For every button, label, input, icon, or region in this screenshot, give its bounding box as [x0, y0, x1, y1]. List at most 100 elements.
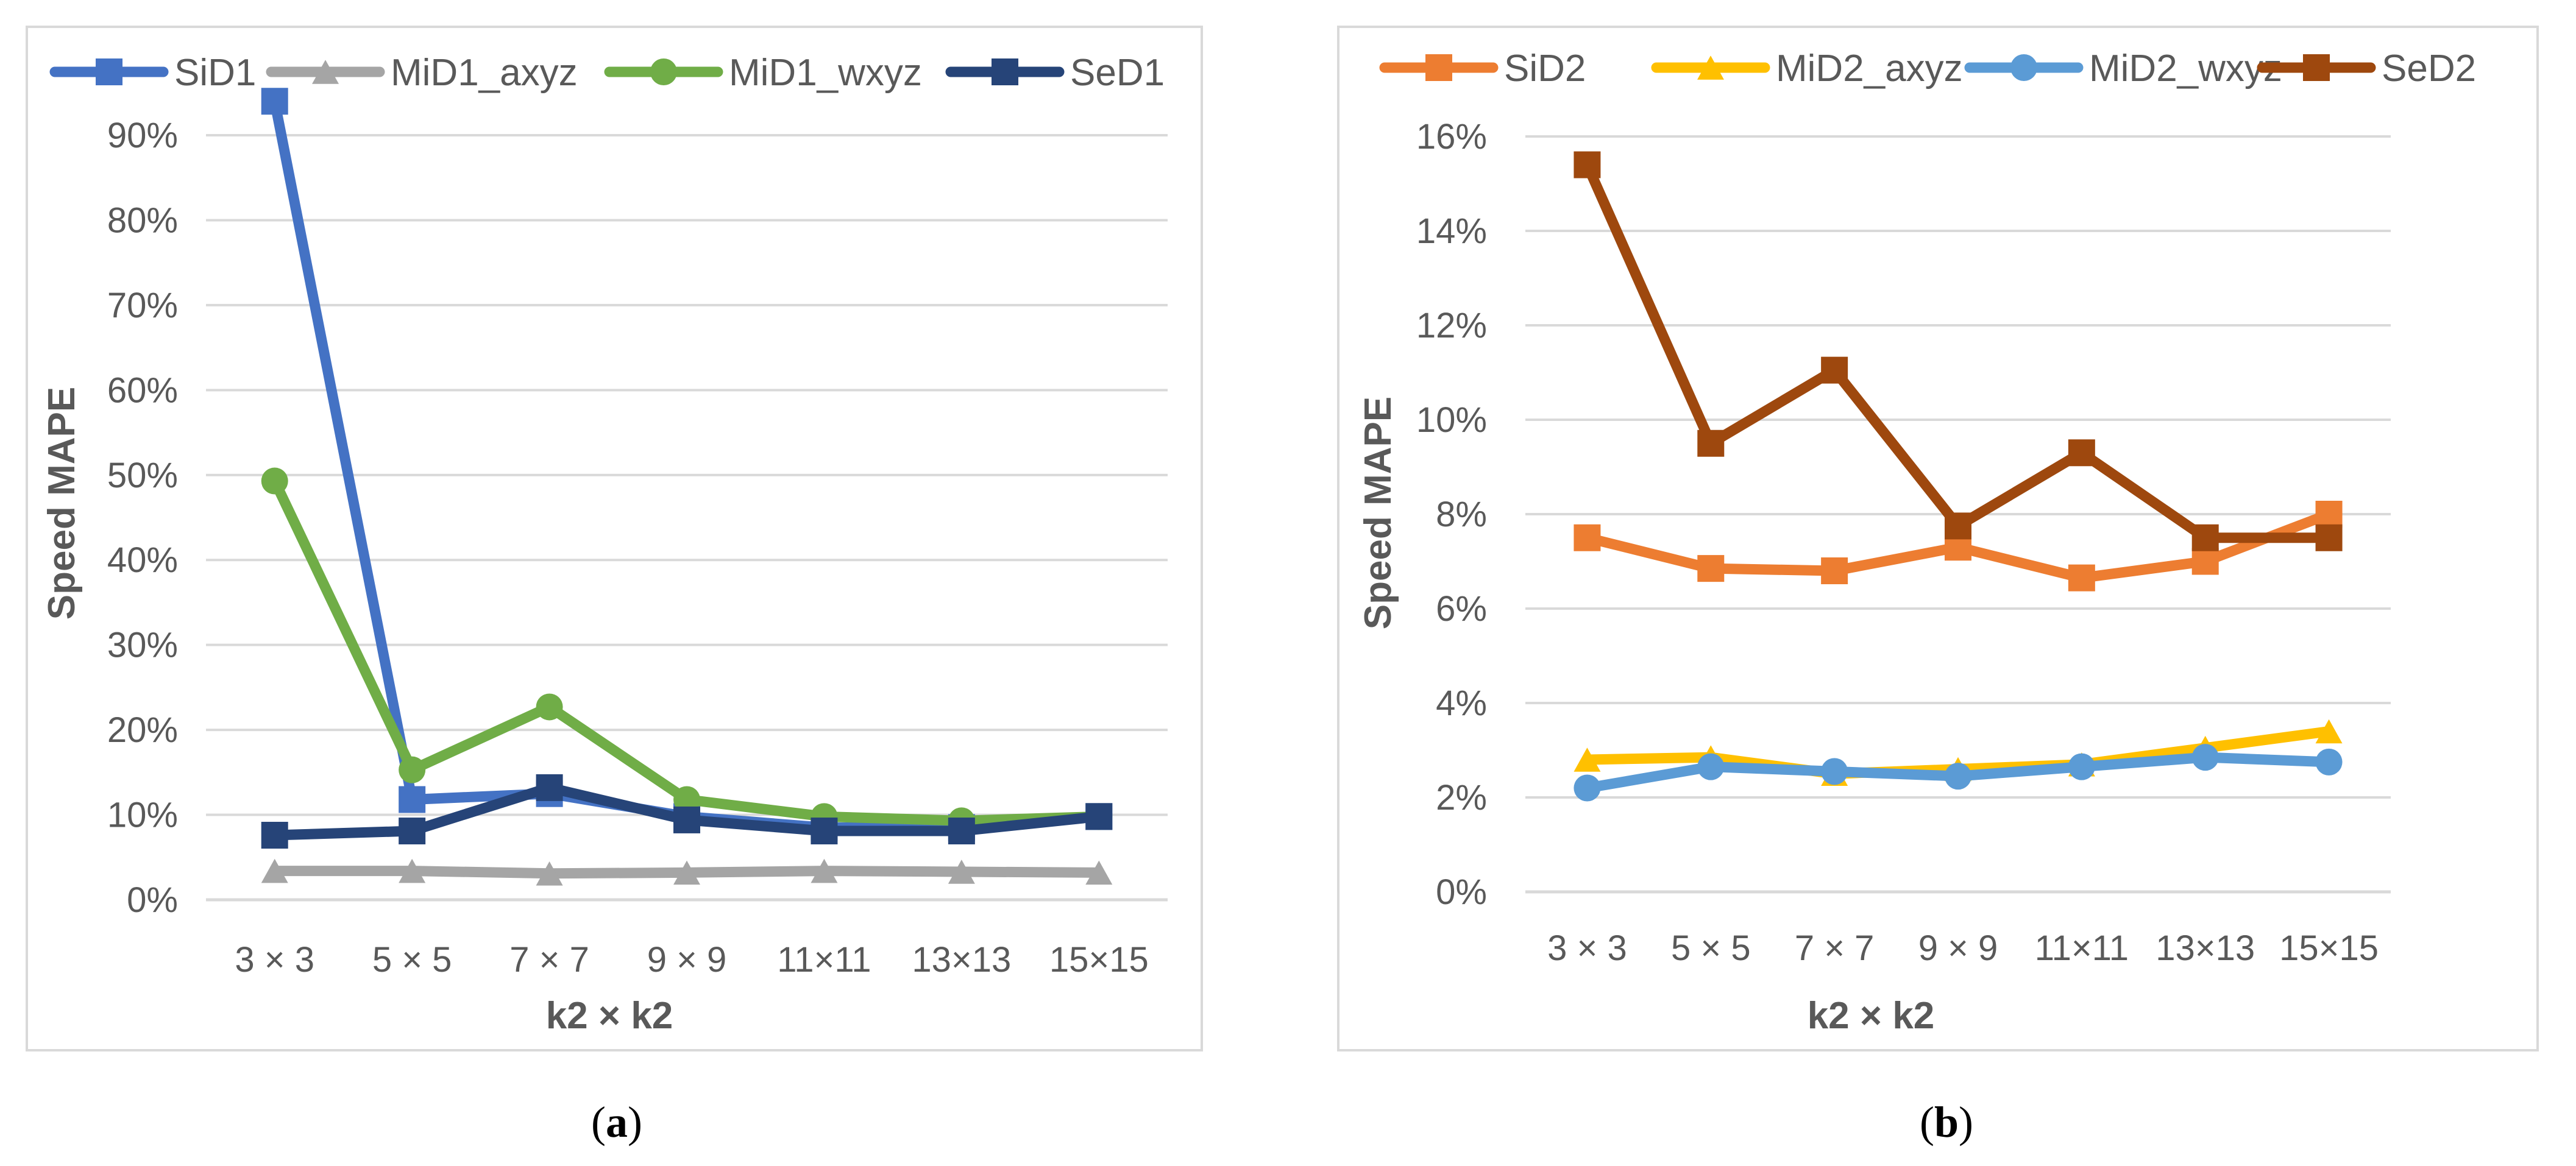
- data-point-sed2: [2191, 524, 2219, 551]
- chart-panel-b: 0% 2% 4% 6% 8% 10% 12% 14% 16% 3 × 3 5 × 5 7 × 7 9 …: [1337, 26, 2539, 1051]
- legend-marker: [312, 60, 339, 84]
- data-point-sid2: [2191, 548, 2219, 575]
- y-tick-labels-b: 0% 2% 4% 6% 8% 10% 12% 14% 16%: [1416, 117, 1487, 912]
- data-point-sid1: [261, 88, 288, 115]
- data-point-sed2: [2068, 439, 2095, 467]
- y-tick-label: 40%: [107, 540, 178, 580]
- legend-b: SiD2 MiD2_axyz MiD2_wxyz SeD2: [1379, 48, 2476, 90]
- x-tick-label: 11×11: [777, 940, 871, 980]
- legend-marker: [96, 58, 122, 85]
- y-tick-label: 10%: [107, 796, 178, 835]
- x-tick-label: 5 × 5: [372, 940, 452, 980]
- series-sed2: [1574, 151, 2343, 551]
- x-tick-label: 3 × 3: [1547, 928, 1627, 968]
- series-mid2-wxyz: [1574, 744, 2343, 802]
- caption-b-letter: b: [1934, 1098, 1959, 1147]
- x-tick-label: 13×13: [2156, 928, 2255, 968]
- legend-label: SiD2: [1504, 48, 1586, 90]
- y-tick-label: 60%: [107, 370, 178, 410]
- data-point-sid2: [1697, 555, 1725, 582]
- chart-frame-b: [1337, 26, 2539, 1051]
- legend-label: MiD1_axyz: [391, 52, 578, 94]
- series-mid1-axyz: [261, 858, 1113, 886]
- x-tick-label: 13×13: [912, 940, 1011, 980]
- data-point-mid2-wxyz: [1945, 763, 1971, 790]
- x-tick-labels-b: 3 × 3 5 × 5 7 × 7 9 × 9 11×11 13×13 15×15: [1547, 928, 2379, 968]
- x-tick-label: 9 × 9: [1918, 928, 1998, 968]
- legend-label: MiD2_wxyz: [2089, 48, 2282, 90]
- x-axis-title-a: k2 × k2: [546, 995, 673, 1037]
- data-point-mid1-axyz: [673, 860, 700, 885]
- data-point-mid2-wxyz: [2315, 748, 2343, 776]
- legend-label: MiD2_axyz: [1776, 48, 1963, 90]
- legend-item-sed2: SeD2: [2257, 48, 2476, 90]
- data-point-mid1-axyz: [811, 858, 838, 883]
- data-point-sed1: [948, 818, 975, 845]
- data-point-mid1-wxyz: [536, 693, 563, 721]
- data-point-mid2-wxyz: [1821, 758, 1848, 785]
- x-tick-label: 15×15: [1049, 940, 1149, 980]
- y-tick-label: 50%: [107, 456, 178, 495]
- data-point-mid2-axyz: [2315, 719, 2343, 744]
- y-tick-label: 90%: [107, 116, 178, 155]
- data-point-mid1-axyz: [399, 858, 426, 883]
- x-tick-labels-a: 3 × 3 5 × 5 7 × 7 9 × 9 11×11 13×13 15×15: [235, 940, 1148, 980]
- legend-marker: [992, 58, 1018, 85]
- data-point-sed2: [1697, 429, 1725, 457]
- data-point-mid2-wxyz: [1574, 774, 1601, 802]
- data-point-mid2-axyz: [1574, 747, 1601, 772]
- data-point-sid2: [2315, 501, 2343, 528]
- data-point-mid1-axyz: [536, 861, 563, 886]
- series-layer-a: [261, 88, 1113, 886]
- data-point-mid2-wxyz: [2068, 753, 2095, 780]
- data-point-sid2: [1821, 557, 1848, 584]
- data-point-sed1: [399, 818, 426, 845]
- legend-item-mid2-wxyz: MiD2_wxyz: [1964, 48, 2282, 90]
- chart-panel-a: 0% 10% 20% 30% 40% 50% 60% 70% 80% 90% 3 × 3 5 × 5…: [26, 26, 1203, 1051]
- x-tick-label: 7 × 7: [1795, 928, 1875, 968]
- data-point-sed2: [2315, 524, 2343, 551]
- gridlines-b: [1525, 135, 2391, 894]
- y-tick-label: 14%: [1416, 211, 1487, 251]
- y-axis-title-b: Speed MAPE: [1357, 397, 1399, 629]
- data-point-sed1: [673, 806, 700, 833]
- x-tick-label: 3 × 3: [235, 940, 314, 980]
- legend-label: SeD2: [2382, 48, 2476, 90]
- y-tick-label: 0%: [127, 880, 178, 920]
- y-tick-label: 70%: [107, 286, 178, 325]
- legend-item-sid1: SiD1: [49, 52, 256, 94]
- y-tick-label: 10%: [1416, 400, 1487, 440]
- legend-item-mid1-wxyz: MiD1_wxyz: [604, 52, 922, 94]
- data-point-mid1-axyz: [948, 860, 975, 884]
- legend-item-mid1-axyz: MiD1_axyz: [266, 52, 578, 94]
- y-tick-label: 4%: [1436, 684, 1487, 723]
- data-point-mid1-wxyz: [399, 756, 426, 783]
- data-point-sed1: [261, 822, 288, 849]
- y-tick-label: 80%: [107, 200, 178, 240]
- series-layer-b: [1574, 151, 2343, 802]
- legend-marker: [1697, 55, 1724, 80]
- y-tick-label: 2%: [1436, 778, 1487, 818]
- legend-item-sed1: SeD1: [945, 52, 1165, 94]
- legend-label: SeD1: [1070, 52, 1165, 94]
- y-tick-label: 0%: [1436, 872, 1487, 912]
- data-point-sed1: [811, 818, 838, 845]
- data-point-sed1: [536, 774, 563, 801]
- caption-a: (a): [591, 1098, 642, 1147]
- data-point-sed2: [1945, 512, 1971, 540]
- y-tick-label: 8%: [1436, 495, 1487, 534]
- y-tick-label: 6%: [1436, 589, 1487, 629]
- x-tick-label: 9 × 9: [647, 940, 727, 980]
- x-tick-label: 5 × 5: [1671, 928, 1751, 968]
- legend-label: MiD1_wxyz: [729, 52, 922, 94]
- caption-b: (b): [1920, 1098, 1973, 1147]
- data-point-mid1-axyz: [1085, 860, 1113, 885]
- data-point-sid2: [2068, 564, 2095, 592]
- legend-a: SiD1 MiD1_axyz MiD1_wxyz SeD1: [49, 52, 1165, 94]
- y-tick-label: 30%: [107, 626, 178, 665]
- legend-marker: [2010, 54, 2037, 81]
- x-tick-label: 15×15: [2279, 928, 2379, 968]
- data-point-sed2: [1574, 151, 1601, 178]
- y-axis-title-a: Speed MAPE: [41, 387, 83, 620]
